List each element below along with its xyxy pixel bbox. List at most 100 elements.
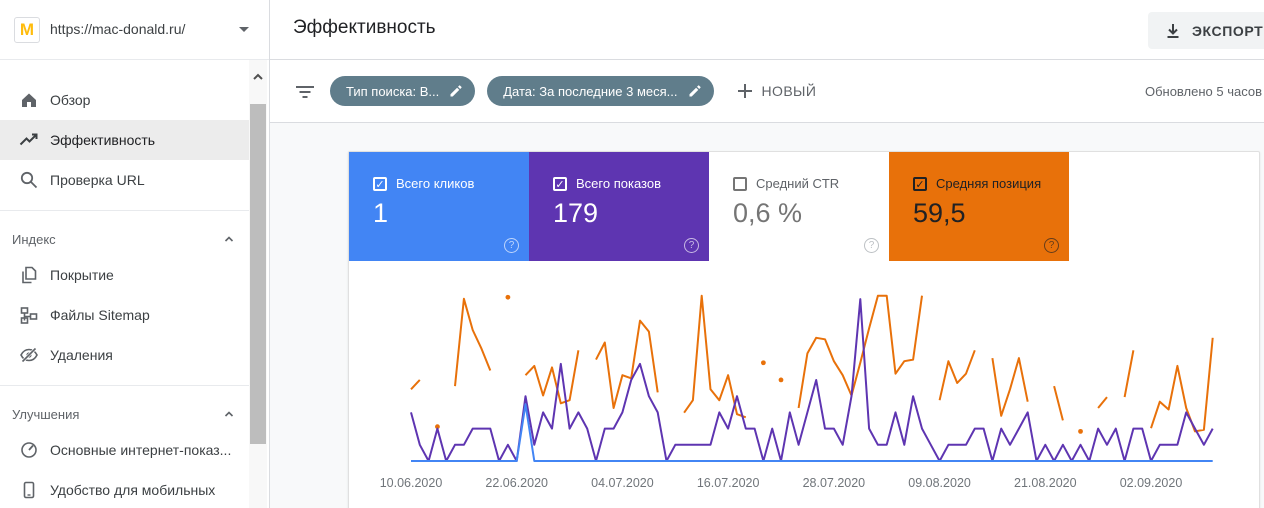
x-axis-tick-label: 02.09.2020 xyxy=(1120,476,1183,490)
home-icon xyxy=(18,89,40,111)
sidebar-item-label: Покрытие xyxy=(50,267,114,283)
x-axis-tick-label: 22.06.2020 xyxy=(485,476,548,490)
caret-down-icon xyxy=(239,27,249,32)
chevron-up-icon xyxy=(222,232,236,251)
divider xyxy=(0,385,250,386)
sidebar-item-home[interactable]: Обзор xyxy=(0,80,250,120)
x-axis-tick-label: 10.06.2020 xyxy=(380,476,443,490)
updated-status: Обновлено 5 часов xyxy=(1144,84,1262,99)
top-bar: Эффективность ЭКСПОРТИ xyxy=(270,0,1264,60)
chevron-up-icon xyxy=(222,407,236,426)
scrollbar-thumb[interactable] xyxy=(250,104,266,444)
metric-card[interactable]: ✓ Всего кликов 1? xyxy=(349,152,529,261)
section-header[interactable]: Индекс xyxy=(0,223,250,255)
section-title: Улучшения xyxy=(12,406,80,422)
help-icon[interactable]: ? xyxy=(864,238,879,253)
metric-card[interactable]: ✓ Средняя позиция 59,5? xyxy=(889,152,1069,261)
filter-bar: Тип поиска: В... Дата: За последние 3 мес… xyxy=(270,60,1264,123)
sidebar-item-label: Удобство для мобильных xyxy=(50,482,216,498)
search-icon xyxy=(18,169,40,191)
data-point-dot xyxy=(435,424,440,430)
speed-icon xyxy=(18,439,40,461)
data-point-dot xyxy=(505,294,511,300)
sidebar: M https://mac-donald.ru/ Обзор Эффективно… xyxy=(0,0,270,508)
x-axis-tick-label: 21.08.2020 xyxy=(1014,476,1077,490)
data-point-dot xyxy=(1078,428,1083,434)
metric-value: 179 xyxy=(553,198,599,228)
filter-chips: Тип поиска: В... Дата: За последние 3 мес… xyxy=(330,76,714,106)
trending-up-icon xyxy=(18,129,40,151)
export-label: ЭКСПОРТИ xyxy=(1192,22,1264,39)
filter-chip-label: Дата: За последние 3 меся... xyxy=(503,83,678,99)
edit-pencil-icon[interactable] xyxy=(449,84,463,98)
metric-value: 59,5 xyxy=(913,198,966,228)
performance-panel: ✓ Всего кликов 1? ✓ Всего показов 179? Средний… xyxy=(348,151,1260,508)
series-line xyxy=(410,294,1214,433)
site-logo: M xyxy=(14,17,40,43)
new-filter-button[interactable]: НОВЫЙ xyxy=(736,82,817,100)
metric-label: Всего кликов xyxy=(396,176,475,191)
data-point-dot xyxy=(778,377,784,383)
sidebar-item-speed[interactable]: Основные интернет-показ... xyxy=(0,430,250,470)
sidebar-item-pages[interactable]: Покрытие xyxy=(0,255,250,295)
sitemap-icon xyxy=(18,304,40,326)
sidebar-item-label: Основные интернет-показ... xyxy=(50,442,232,458)
new-filter-label: НОВЫЙ xyxy=(761,83,817,99)
x-axis-tick-label: 16.07.2020 xyxy=(697,476,760,490)
sidebar-item-label: Удаления xyxy=(50,347,113,363)
data-point-dot xyxy=(760,360,766,366)
metric-card[interactable]: Средний CTR 0,6 %? xyxy=(709,152,889,261)
metric-value: 1 xyxy=(373,198,389,228)
sidebar-item-sitemap[interactable]: Файлы Sitemap xyxy=(0,295,250,335)
metric-label: Средний CTR xyxy=(756,176,840,191)
main-content: ✓ Всего кликов 1? ✓ Всего показов 179? Средний… xyxy=(270,123,1264,508)
mobile-icon xyxy=(18,479,40,501)
sidebar-nav: Обзор Эффективность Проверка URL Индекс Покр… xyxy=(0,60,269,508)
x-axis-tick-label: 04.07.2020 xyxy=(591,476,654,490)
scroll-up-icon[interactable] xyxy=(251,70,265,89)
checkbox-checked[interactable]: ✓ xyxy=(553,176,567,191)
metric-label: Средняя позиция xyxy=(936,176,1042,191)
metric-card[interactable]: ✓ Всего показов 179? xyxy=(529,152,709,261)
help-icon[interactable]: ? xyxy=(1044,238,1059,253)
metric-value: 0,6 % xyxy=(733,198,803,228)
page-title: Эффективность xyxy=(293,17,436,38)
sidebar-item-label: Файлы Sitemap xyxy=(50,307,150,323)
pages-icon xyxy=(18,264,40,286)
property-url: https://mac-donald.ru/ xyxy=(50,21,186,37)
series-line xyxy=(411,403,1213,462)
help-icon[interactable]: ? xyxy=(504,238,519,253)
plus-icon xyxy=(736,82,754,100)
x-axis-tick-label: 09.08.2020 xyxy=(908,476,971,490)
sidebar-item-label: Эффективность xyxy=(50,132,156,148)
performance-chart[interactable]: 10.06.2020 22.06.2020 04.07.2020 16.07.2020… xyxy=(349,261,1261,508)
checkbox-checked[interactable]: ✓ xyxy=(913,176,927,191)
divider xyxy=(0,210,250,211)
visibility-off-icon xyxy=(18,344,40,366)
sidebar-item-label: Обзор xyxy=(50,92,91,108)
metric-cards: ✓ Всего кликов 1? ✓ Всего показов 179? Средний… xyxy=(349,152,1259,261)
sidebar-item-label: Проверка URL xyxy=(50,172,145,188)
checkbox-unchecked[interactable] xyxy=(733,176,747,191)
sidebar-item-visibility-off[interactable]: Удаления xyxy=(0,335,250,375)
property-selector[interactable]: M https://mac-donald.ru/ xyxy=(0,0,269,60)
filter-chip-label: Тип поиска: В... xyxy=(346,83,440,99)
sidebar-scrollbar[interactable] xyxy=(249,60,267,508)
download-icon xyxy=(1164,22,1182,40)
x-axis-tick-label: 28.07.2020 xyxy=(803,476,866,490)
edit-pencil-icon[interactable] xyxy=(688,84,702,98)
filter-icon xyxy=(295,81,315,101)
sidebar-item-search[interactable]: Проверка URL xyxy=(0,160,250,200)
sidebar-item-mobile[interactable]: Удобство для мобильных xyxy=(0,470,250,508)
export-button[interactable]: ЭКСПОРТИ xyxy=(1148,12,1264,49)
section-title: Индекс xyxy=(12,231,56,247)
metric-label: Всего показов xyxy=(576,176,661,191)
sidebar-item-trending-up[interactable]: Эффективность xyxy=(0,120,250,160)
filter-chip[interactable]: Тип поиска: В... xyxy=(330,76,476,106)
section-header[interactable]: Улучшения xyxy=(0,398,250,430)
filter-chip[interactable]: Дата: За последние 3 меся... xyxy=(487,76,714,106)
checkbox-checked[interactable]: ✓ xyxy=(373,176,387,191)
help-icon[interactable]: ? xyxy=(684,238,699,253)
series-line xyxy=(410,298,1214,462)
